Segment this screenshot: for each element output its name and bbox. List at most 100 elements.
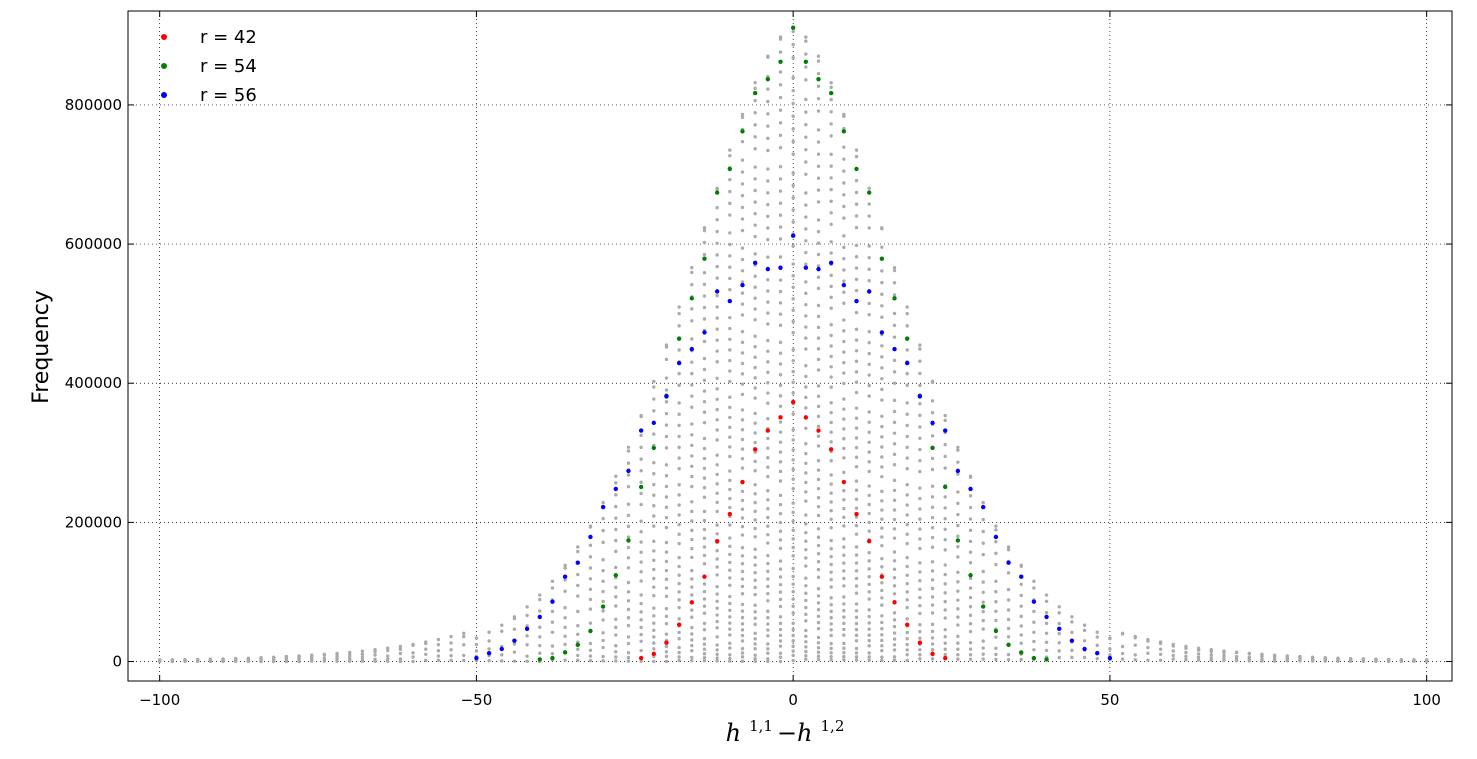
background-point [728,201,732,206]
background-point [740,456,745,461]
background-point [791,56,795,60]
background-point [791,171,795,175]
background-point [867,420,871,424]
x-tick-label: −50 [461,691,493,709]
background-point [842,204,846,209]
background-point [766,657,770,661]
background-point [1032,630,1036,634]
series-point-r56 [1095,650,1100,656]
background-point [892,624,897,629]
background-point [867,621,871,625]
background-point [690,433,694,437]
background-point [753,535,757,539]
background-point [652,558,656,563]
background-point [930,484,935,488]
background-point [892,478,897,483]
background-point [880,508,884,512]
background-point [778,538,783,542]
background-point [892,381,897,385]
background-point [753,234,757,239]
background-point [538,609,542,613]
background-point [690,625,694,630]
background-point [930,586,935,591]
background-point [740,382,745,386]
background-point [968,474,973,479]
background-point [639,639,643,644]
background-point [702,317,707,321]
background-point [842,407,846,411]
series-point-r54 [1031,655,1037,661]
background-point [1158,647,1163,651]
background-point [804,539,808,543]
background-point [943,466,947,470]
background-point [525,634,529,638]
background-point [690,546,694,551]
background-point [766,647,770,651]
background-point [892,462,897,467]
background-point [664,606,669,611]
legend-marker [161,63,167,69]
background-point [563,616,567,620]
background-point [702,553,707,558]
background-point [601,558,605,562]
background-point [1209,653,1213,657]
background-point [943,582,947,586]
background-point [702,466,707,471]
series-point-r54 [943,484,948,490]
background-point [880,355,884,359]
background-point [1184,654,1188,659]
background-point [639,569,643,574]
background-point [550,620,555,624]
background-point [664,654,669,659]
series-point-r56 [537,614,542,620]
background-point [1310,655,1315,659]
background-point [854,359,859,364]
background-point [626,566,631,570]
background-point [918,343,922,347]
background-point [1019,641,1023,645]
background-point [195,657,200,662]
background-point [1044,593,1049,597]
background-point [804,97,808,102]
background-point [728,653,732,657]
background-point [778,35,783,39]
background-point [398,647,403,651]
background-point [728,348,732,352]
background-point [601,528,605,533]
background-point [842,602,846,606]
background-point [804,336,808,340]
background-point [943,527,947,532]
series-point-r42 [714,538,720,544]
background-point [639,579,643,583]
background-point [614,650,618,654]
background-point [816,424,821,429]
background-point [1006,608,1011,612]
background-point [766,651,770,655]
background-point [1082,655,1087,660]
background-point [652,379,656,384]
background-point [918,595,922,600]
series-point-r56 [955,468,961,474]
background-point [626,650,631,655]
background-point [740,340,745,345]
background-point [880,344,884,348]
background-point [766,349,770,353]
background-point [854,178,859,183]
background-point [550,586,555,590]
x-label-h2: h [797,719,812,747]
background-point [968,653,973,657]
background-point [880,596,884,600]
background-point [702,637,707,641]
background-point [1222,649,1226,653]
background-point [778,420,783,424]
background-point [892,559,897,563]
background-point [778,639,783,643]
background-point [335,651,339,656]
background-point [778,493,783,498]
background-point [867,394,871,398]
background-point [867,614,871,619]
background-point [981,627,985,631]
background-point [702,536,707,541]
background-point [829,440,833,444]
background-point [702,652,707,656]
